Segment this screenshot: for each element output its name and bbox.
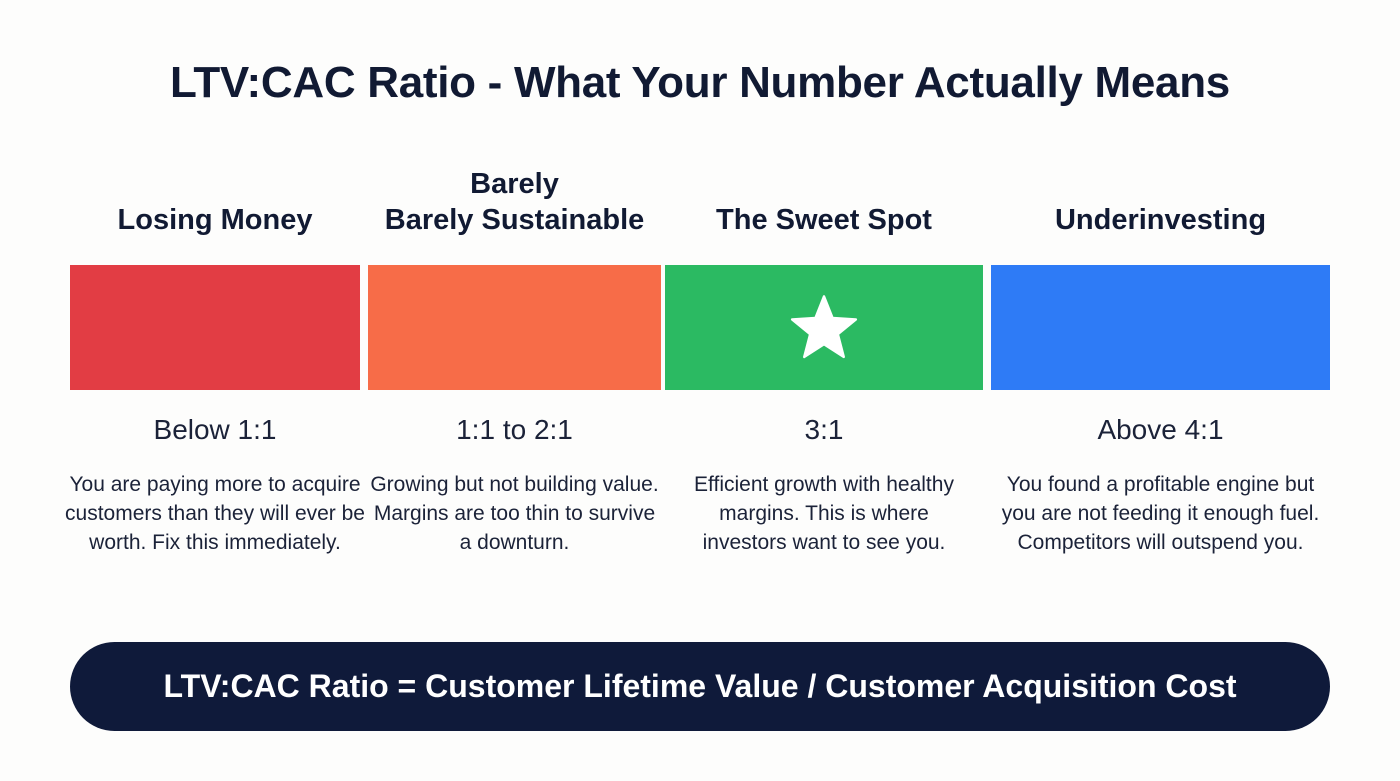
segment-ratio: 3:1 xyxy=(804,414,844,445)
segment-bar-red xyxy=(70,265,360,390)
formula-text: LTV:CAC Ratio = Customer Lifetime Value … xyxy=(163,668,1237,704)
segment-ratio: 1:1 to 2:1 xyxy=(456,414,573,445)
segment-ratio: Above 4:1 xyxy=(1097,414,1224,445)
segment-label: The Sweet Spot xyxy=(716,204,932,236)
segment-label: Barely Sustainable xyxy=(384,204,645,236)
segment-description: Growing but not building value. Margins … xyxy=(370,473,659,554)
segment-bar-blue xyxy=(991,265,1330,390)
segment-bar-green xyxy=(665,265,983,390)
segment-description: Efficient growth with healthy margins. T… xyxy=(694,473,954,554)
segment-label: Underinvesting xyxy=(1054,204,1267,236)
segment-description: You are paying more to acquire customers… xyxy=(65,473,365,554)
segment-bar-orange xyxy=(368,265,661,390)
star-icon xyxy=(790,294,858,358)
segment-ratio: Below 1:1 xyxy=(153,414,277,445)
segment-label: Losing Money xyxy=(117,204,313,236)
segment-label-prefix: Barely xyxy=(470,168,559,200)
segment-description: You found a profitable engine but you ar… xyxy=(1001,473,1320,554)
formula-banner: LTV:CAC Ratio = Customer Lifetime Value … xyxy=(70,642,1330,731)
page-title: LTV:CAC Ratio - What Your Number Actuall… xyxy=(170,58,1230,107)
